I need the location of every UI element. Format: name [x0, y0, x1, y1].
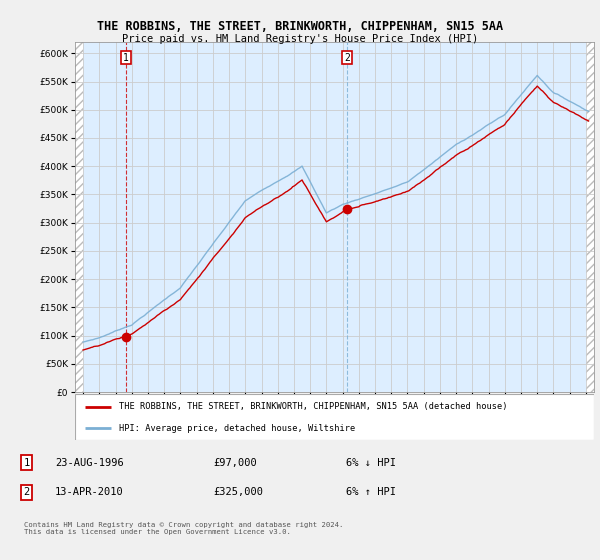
Text: 13-APR-2010: 13-APR-2010 — [55, 487, 124, 497]
Text: 2: 2 — [23, 487, 29, 497]
Text: THE ROBBINS, THE STREET, BRINKWORTH, CHIPPENHAM, SN15 5AA (detached house): THE ROBBINS, THE STREET, BRINKWORTH, CHI… — [119, 402, 508, 411]
Text: Price paid vs. HM Land Registry's House Price Index (HPI): Price paid vs. HM Land Registry's House … — [122, 34, 478, 44]
Bar — [75, 42, 83, 392]
Text: THE ROBBINS, THE STREET, BRINKWORTH, CHIPPENHAM, SN15 5AA: THE ROBBINS, THE STREET, BRINKWORTH, CHI… — [97, 20, 503, 32]
Text: 6% ↑ HPI: 6% ↑ HPI — [346, 487, 396, 497]
Text: 2: 2 — [344, 53, 350, 63]
Text: 6% ↓ HPI: 6% ↓ HPI — [346, 458, 396, 468]
Text: £97,000: £97,000 — [214, 458, 257, 468]
Bar — [586, 42, 594, 392]
Text: Contains HM Land Registry data © Crown copyright and database right 2024.
This d: Contains HM Land Registry data © Crown c… — [23, 522, 343, 535]
FancyBboxPatch shape — [75, 394, 594, 440]
Text: HPI: Average price, detached house, Wiltshire: HPI: Average price, detached house, Wilt… — [119, 423, 355, 433]
Text: 1: 1 — [23, 458, 29, 468]
Text: 1: 1 — [123, 53, 129, 63]
Text: £325,000: £325,000 — [214, 487, 263, 497]
Text: 23-AUG-1996: 23-AUG-1996 — [55, 458, 124, 468]
